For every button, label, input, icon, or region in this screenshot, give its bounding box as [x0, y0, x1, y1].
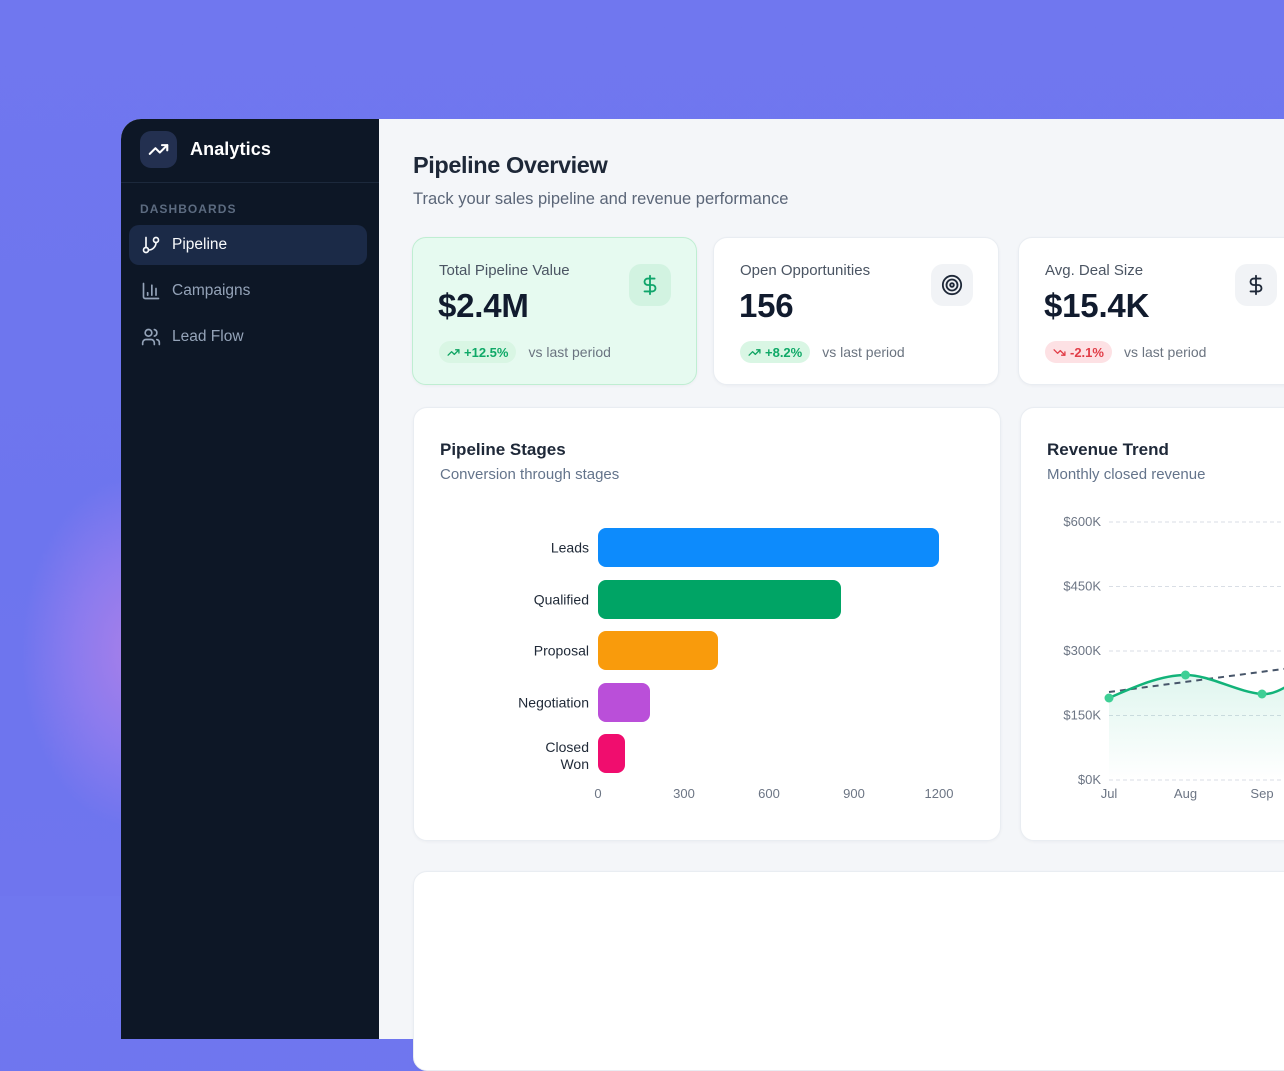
svg-text:Leads: Leads	[551, 540, 589, 556]
svg-text:Closed: Closed	[545, 739, 589, 755]
svg-text:$300K: $300K	[1063, 643, 1101, 658]
svg-text:Proposal: Proposal	[534, 643, 589, 659]
svg-text:$150K: $150K	[1063, 708, 1101, 723]
svg-text:1200: 1200	[925, 786, 954, 801]
svg-text:Negotiation: Negotiation	[518, 695, 589, 711]
svg-text:Jul: Jul	[1101, 786, 1118, 801]
svg-text:$600K: $600K	[1063, 514, 1101, 529]
svg-text:Won: Won	[560, 756, 589, 772]
svg-text:$450K: $450K	[1063, 579, 1101, 594]
svg-text:$0K: $0K	[1078, 772, 1101, 787]
svg-text:300: 300	[673, 786, 695, 801]
svg-text:Qualified: Qualified	[534, 592, 589, 608]
svg-text:0: 0	[594, 786, 601, 801]
svg-text:Aug: Aug	[1174, 786, 1197, 801]
svg-text:Sep: Sep	[1250, 786, 1273, 801]
svg-text:600: 600	[758, 786, 780, 801]
svg-text:900: 900	[843, 786, 865, 801]
